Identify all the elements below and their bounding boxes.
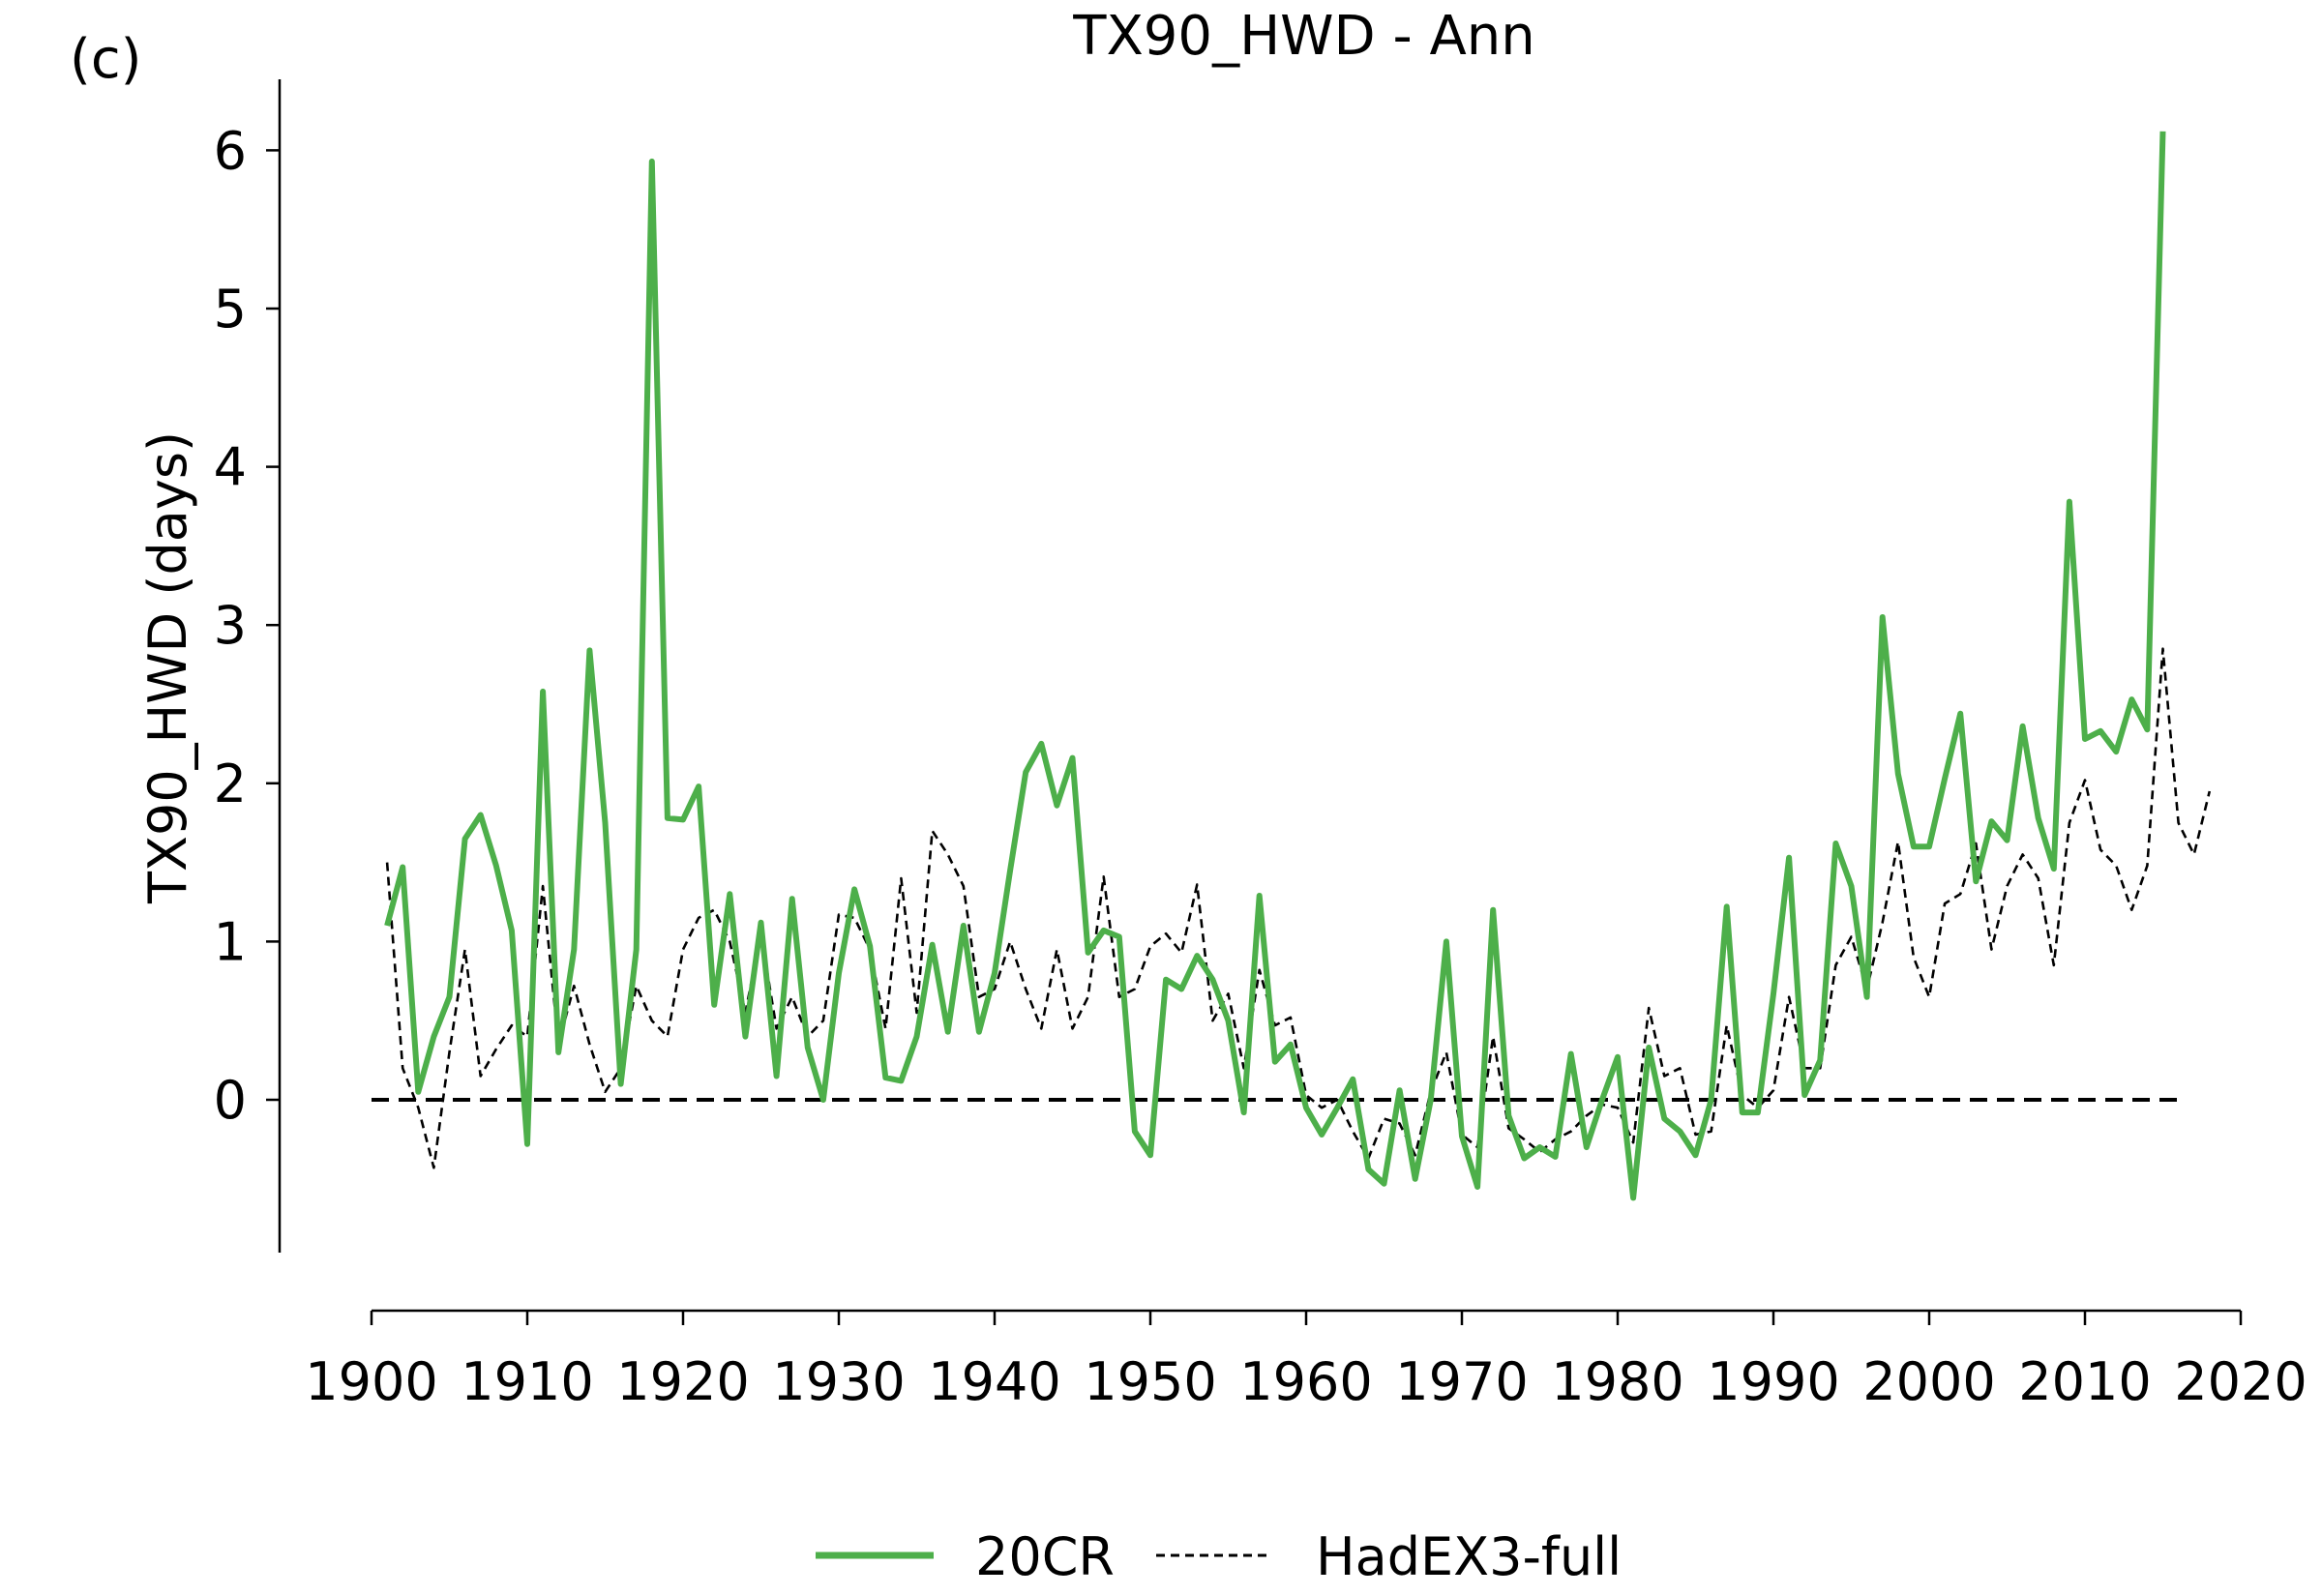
x-tick-label: 2010 <box>2018 1351 2151 1412</box>
x-tick-label: 2000 <box>1862 1351 1995 1412</box>
y-tick-label: 5 <box>214 279 247 340</box>
series-line-hadex3-full <box>385 647 2212 1169</box>
legend-label-hadex3: HadEX3-full <box>1316 1526 1622 1587</box>
chart-title: TX90_HWD - Ann <box>1072 5 1535 68</box>
x-tick-label: 1920 <box>616 1351 749 1412</box>
x-tick-label: 1930 <box>772 1351 905 1412</box>
y-tick-label: 6 <box>214 120 247 181</box>
y-axis-label: TX90_HWD (days) <box>137 431 198 904</box>
x-ticks: 1900 1910 1920 1930 1940 1950 1960 1970 1980 1990… <box>305 1311 2307 1412</box>
x-tick-label: 2020 <box>2174 1351 2307 1412</box>
y-tick-label: 1 <box>214 911 247 972</box>
legend: 20CR HadEX3-full <box>816 1526 1622 1587</box>
x-tick-label: 1900 <box>305 1351 437 1412</box>
x-tick-label: 1960 <box>1239 1351 1372 1412</box>
y-tick-label: 4 <box>214 437 247 498</box>
panel-label: (c) <box>70 28 141 91</box>
y-tick-label: 3 <box>214 595 247 656</box>
series-line-20cr <box>384 131 2166 1201</box>
y-ticks: 0 1 2 3 4 5 6 <box>214 120 280 1131</box>
x-tick-label: 1980 <box>1551 1351 1683 1412</box>
legend-label-20cr: 20CR <box>975 1526 1115 1587</box>
x-tick-label: 1940 <box>928 1351 1060 1412</box>
y-tick-label: 2 <box>214 754 247 814</box>
x-tick-label: 1950 <box>1084 1351 1216 1412</box>
y-tick-label: 0 <box>214 1070 247 1131</box>
x-tick-label: 1990 <box>1707 1351 1839 1412</box>
x-tick-label: 1970 <box>1395 1351 1528 1412</box>
series-lines <box>384 131 2212 1201</box>
x-tick-label: 1910 <box>461 1351 593 1412</box>
